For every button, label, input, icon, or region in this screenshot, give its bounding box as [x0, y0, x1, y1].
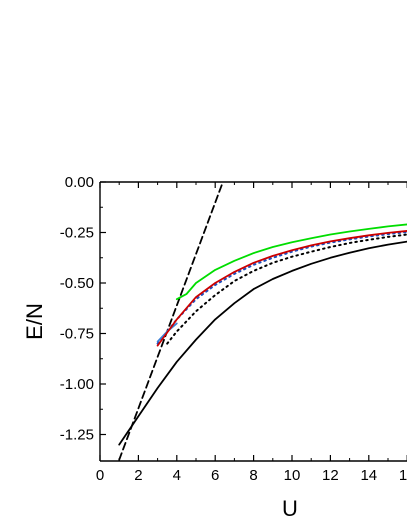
x-tick-label: 14 [360, 467, 377, 484]
x-tick-label: 12 [322, 467, 339, 484]
y-tick-label: -1.00 [60, 376, 94, 393]
y-tick-label: -0.75 [60, 326, 94, 343]
series-group [118, 182, 407, 461]
x-tick-label: 2 [134, 467, 142, 484]
series-line-0 [118, 240, 407, 446]
y-tick-label: -0.50 [60, 275, 94, 292]
x-axis-label: U [282, 496, 298, 521]
series-line-5 [156, 230, 407, 347]
y-axis-label: E/N [22, 303, 47, 340]
y-tick-label: 0.00 [65, 174, 94, 191]
x-tick-label: 0 [96, 467, 104, 484]
series-line-1 [118, 182, 224, 461]
y-tick-label: -0.25 [60, 225, 94, 242]
x-tick-label: 6 [211, 467, 219, 484]
x-tick-label: 10 [284, 467, 301, 484]
x-tick-label: 16 [399, 467, 407, 484]
series-line-6 [175, 223, 407, 301]
x-tick-label: 8 [249, 467, 257, 484]
series-line-3 [156, 231, 407, 345]
x-tick-label: 4 [173, 467, 181, 484]
y-tick-label: -1.25 [60, 427, 94, 444]
series-line-2 [166, 233, 407, 345]
